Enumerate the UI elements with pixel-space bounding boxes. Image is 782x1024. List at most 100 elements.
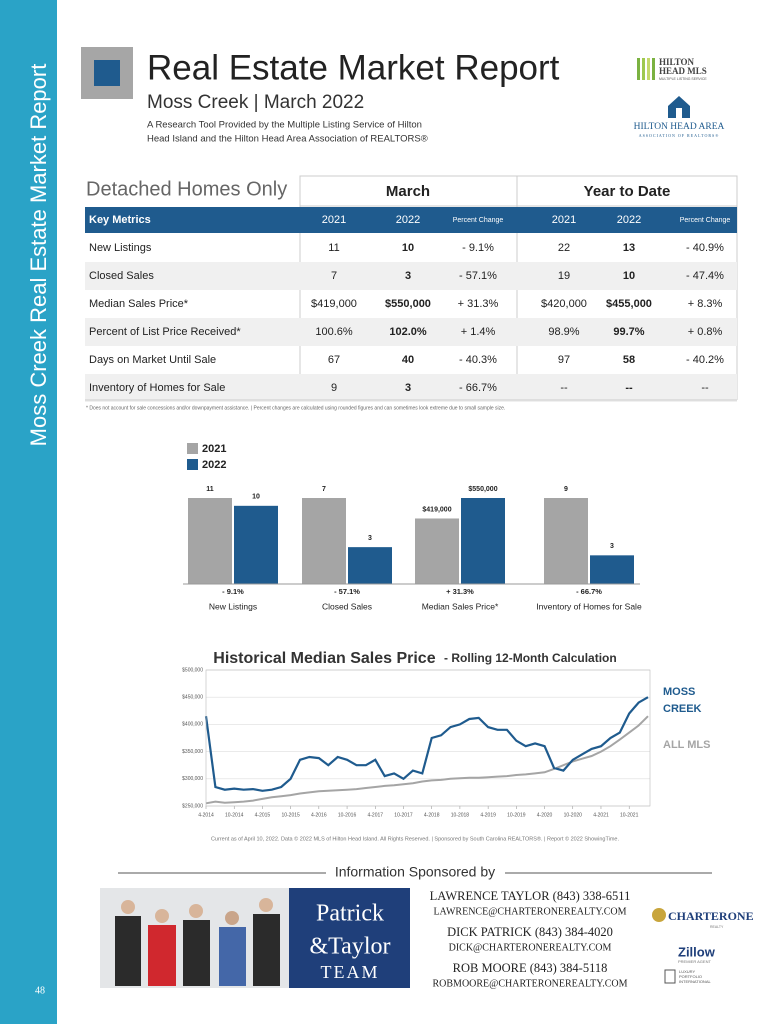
row-label: Inventory of Homes for Sale [89, 382, 225, 394]
cell: + 31.3% [458, 298, 499, 310]
cell: - 47.4% [686, 270, 724, 282]
team-logo [289, 888, 410, 988]
column-header: 2021 [322, 214, 346, 226]
bar [415, 518, 459, 584]
x-tick-label: 4-2017 [367, 812, 383, 818]
cell: 102.0% [389, 326, 427, 338]
title: Historical Median Sales Price [213, 650, 435, 667]
brand-icon [664, 969, 676, 984]
brand: REALTY [710, 925, 724, 929]
value-label: $550,000 [468, 486, 497, 493]
y-tick-label: $300,000 [182, 776, 203, 782]
contact-name: LAWRENCE TAYLOR (843) 338-6511 [430, 889, 631, 903]
logo-bar [642, 58, 645, 80]
legend-line: MOSS [663, 686, 695, 698]
row-label: New Listings [89, 242, 152, 254]
cell: - 40.3% [459, 354, 497, 366]
report-subtitle: Moss Creek | March 2022 [147, 92, 364, 113]
x-tick-label: 10-2019 [507, 812, 526, 818]
brand: PREMIER AGENT [678, 959, 711, 964]
change-label: - 57.1% [334, 587, 360, 596]
x-tick-label: 4-2021 [593, 812, 609, 818]
bar [461, 498, 505, 584]
cell: $550,000 [385, 298, 431, 310]
table-title: Detached Homes Only [86, 178, 287, 200]
logo-text: MULTIPLE LISTING SERVICE [659, 77, 707, 81]
legend-label: 2022 [202, 459, 226, 471]
cell: -- [560, 382, 568, 394]
logo-text: HILTON HEAD AREA [634, 122, 725, 132]
logo-bar [637, 58, 640, 80]
cell: $419,000 [311, 298, 357, 310]
head [121, 900, 135, 914]
row-label: Median Sales Price* [89, 298, 189, 310]
contacts: LAWRENCE TAYLOR (843) 338-6511 LAWRENCE@C… [430, 889, 631, 989]
group-header: Year to Date [584, 183, 671, 200]
head [155, 909, 169, 923]
cell: -- [701, 382, 709, 394]
cell: - 57.1% [459, 270, 497, 282]
cell: 10 [402, 242, 414, 254]
table-header-row [85, 207, 737, 233]
sidebar-title: Moss Creek Real Estate Market Report [26, 64, 51, 447]
row-label: Days on Market Until Sale [89, 354, 216, 366]
legend-label: ALL MLS [663, 739, 710, 751]
change-label: - 9.1% [222, 587, 244, 596]
line-chart: $250,000 $300,000 $350,000 $400,000 $450,000… [182, 667, 710, 818]
value-label: 7 [322, 486, 326, 493]
column-header: 2022 [396, 214, 420, 226]
description: Head Island and the Hilton Head Area Ass… [147, 134, 428, 145]
legend-swatch [187, 459, 198, 470]
x-tick-label: 4-2016 [311, 812, 327, 818]
cell: + 1.4% [461, 326, 496, 338]
contact-email: LAWRENCE@CHARTERONEREALTY.COM [433, 906, 626, 917]
contact-name: ROB MOORE (843) 384-5118 [453, 961, 608, 975]
cell: 10 [623, 270, 635, 282]
logo-text: HILTON [659, 57, 695, 67]
row-label: Percent of List Price Received* [89, 326, 241, 338]
cell: 11 [328, 242, 339, 254]
house-door [676, 108, 682, 118]
value-label: 10 [252, 494, 260, 501]
x-tick-label: 10-2015 [281, 812, 300, 818]
x-tick-label: 10-2020 [564, 812, 583, 818]
x-tick-label: 10-2018 [451, 812, 470, 818]
legend-line: CREEK [663, 703, 702, 715]
x-tick-label: 4-2014 [198, 812, 214, 818]
x-tick-label: 4-2020 [537, 812, 553, 818]
page-number: 48 [35, 985, 45, 996]
cell: 40 [402, 354, 414, 366]
bar [544, 498, 588, 584]
value-label: 3 [610, 543, 614, 550]
y-tick-label: $400,000 [182, 722, 203, 728]
legend-swatch [187, 443, 198, 454]
cell: 19 [558, 270, 570, 282]
body [219, 927, 246, 986]
bar [348, 547, 392, 584]
cell: - 40.2% [686, 354, 724, 366]
value-label: $419,000 [422, 506, 451, 513]
head [225, 911, 239, 925]
cell: + 8.3% [688, 298, 723, 310]
body [253, 914, 280, 986]
x-tick-label: 4-2019 [480, 812, 496, 818]
brand: PORTFOLIO [679, 974, 702, 979]
association-logo: HILTON HEAD AREA ASSOCIATION OF REALTORS… [634, 96, 725, 138]
value-label: 3 [368, 535, 372, 542]
group-header-frame [299, 175, 738, 207]
header-square-inner [94, 60, 120, 86]
brand: CHARTERONE [668, 909, 754, 923]
brand-logos: CHARTERONE REALTY Zillow PREMIER AGENT L… [652, 908, 754, 984]
cell: 58 [623, 354, 635, 366]
body [183, 920, 210, 986]
bar-chart: 2021 2022 11 10 - 9.1% New Listings 7 3 - 57.1% C… [183, 443, 642, 611]
bar [590, 555, 634, 584]
subtitle: - Rolling 12-Month Calculation [444, 651, 617, 665]
team-photo [100, 888, 289, 988]
column-header: 2021 [552, 214, 576, 226]
legend-label: MOSS CREEK [663, 686, 702, 715]
description: A Research Tool Provided by the Multiple… [147, 120, 422, 131]
column-header: 2022 [617, 214, 641, 226]
bar [234, 505, 278, 584]
x-tick-label: 10-2016 [338, 812, 357, 818]
